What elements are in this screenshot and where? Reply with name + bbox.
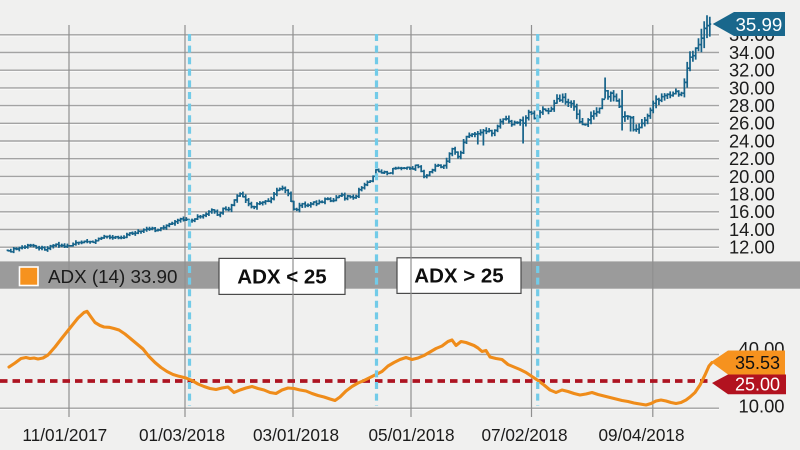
- svg-text:ADX (14) 33.90: ADX (14) 33.90: [48, 266, 177, 287]
- svg-text:32.00: 32.00: [729, 60, 775, 81]
- svg-text:35.53: 35.53: [735, 353, 780, 373]
- svg-text:24.00: 24.00: [729, 130, 775, 151]
- svg-text:11/01/2017: 11/01/2017: [22, 425, 107, 445]
- svg-text:ADX < 25: ADX < 25: [237, 266, 326, 289]
- svg-text:22.00: 22.00: [729, 148, 775, 169]
- svg-text:05/01/2018: 05/01/2018: [368, 425, 454, 445]
- svg-text:07/02/2018: 07/02/2018: [481, 425, 567, 445]
- svg-text:25.00: 25.00: [735, 375, 780, 395]
- svg-text:30.00: 30.00: [729, 77, 775, 98]
- svg-text:12.00: 12.00: [729, 237, 775, 258]
- svg-text:14.00: 14.00: [729, 219, 775, 240]
- svg-text:34.00: 34.00: [729, 42, 775, 63]
- svg-text:03/01/2018: 03/01/2018: [253, 425, 339, 445]
- svg-text:26.00: 26.00: [729, 113, 775, 134]
- svg-text:35.99: 35.99: [736, 14, 783, 35]
- svg-text:01/03/2018: 01/03/2018: [139, 425, 225, 445]
- svg-text:18.00: 18.00: [729, 184, 775, 205]
- svg-text:ADX > 25: ADX > 25: [414, 265, 503, 288]
- svg-text:10.00: 10.00: [739, 396, 785, 417]
- svg-text:20.00: 20.00: [729, 166, 775, 187]
- svg-text:09/04/2018: 09/04/2018: [598, 425, 684, 445]
- svg-text:28.00: 28.00: [729, 95, 775, 116]
- svg-text:16.00: 16.00: [729, 201, 775, 222]
